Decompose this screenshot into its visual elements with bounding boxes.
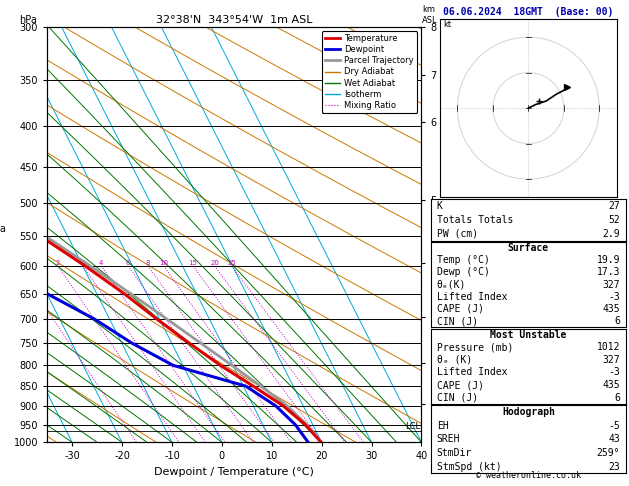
Text: Lifted Index: Lifted Index xyxy=(437,292,507,302)
Text: 43: 43 xyxy=(608,434,620,444)
Text: 2: 2 xyxy=(56,260,60,266)
Text: kt: kt xyxy=(443,19,452,29)
Text: Lifted Index: Lifted Index xyxy=(437,367,507,378)
Text: Surface: Surface xyxy=(508,243,549,253)
Text: CIN (J): CIN (J) xyxy=(437,316,478,326)
Text: StmSpd (kt): StmSpd (kt) xyxy=(437,462,501,471)
Title: 32°38'N  343°54'W  1m ASL: 32°38'N 343°54'W 1m ASL xyxy=(156,15,313,25)
Text: 435: 435 xyxy=(603,304,620,314)
Text: 27: 27 xyxy=(608,201,620,211)
Text: SREH: SREH xyxy=(437,434,460,444)
Text: θₑ(K): θₑ(K) xyxy=(437,279,466,290)
Text: 2.9: 2.9 xyxy=(603,229,620,239)
Text: Dewp (°C): Dewp (°C) xyxy=(437,267,489,278)
Text: Hodograph: Hodograph xyxy=(502,407,555,417)
Text: hPa: hPa xyxy=(19,15,37,25)
Text: CIN (J): CIN (J) xyxy=(437,393,478,402)
Text: -3: -3 xyxy=(608,367,620,378)
Text: θₑ (K): θₑ (K) xyxy=(437,355,472,365)
Text: Most Unstable: Most Unstable xyxy=(490,330,567,340)
Text: StmDir: StmDir xyxy=(437,448,472,458)
Text: Temp (°C): Temp (°C) xyxy=(437,255,489,265)
Text: 20: 20 xyxy=(210,260,219,266)
Text: 1012: 1012 xyxy=(596,342,620,352)
Y-axis label: hPa: hPa xyxy=(0,225,6,235)
Text: Pressure (mb): Pressure (mb) xyxy=(437,342,513,352)
Text: 6: 6 xyxy=(614,393,620,402)
Text: 15: 15 xyxy=(189,260,198,266)
Text: 327: 327 xyxy=(603,355,620,365)
Text: 25: 25 xyxy=(228,260,236,266)
Text: © weatheronline.co.uk: © weatheronline.co.uk xyxy=(476,471,581,480)
Text: 23: 23 xyxy=(608,462,620,471)
Text: 3: 3 xyxy=(81,260,86,266)
Text: 8: 8 xyxy=(146,260,150,266)
X-axis label: Dewpoint / Temperature (°C): Dewpoint / Temperature (°C) xyxy=(154,467,314,477)
Text: 06.06.2024  18GMT  (Base: 00): 06.06.2024 18GMT (Base: 00) xyxy=(443,7,613,17)
Text: EH: EH xyxy=(437,421,448,431)
Text: 52: 52 xyxy=(608,215,620,225)
Text: 327: 327 xyxy=(603,279,620,290)
Text: -5: -5 xyxy=(608,421,620,431)
Text: -3: -3 xyxy=(608,292,620,302)
Text: PW (cm): PW (cm) xyxy=(437,229,478,239)
Legend: Temperature, Dewpoint, Parcel Trajectory, Dry Adiabat, Wet Adiabat, Isotherm, Mi: Temperature, Dewpoint, Parcel Trajectory… xyxy=(322,31,417,113)
Text: 17.3: 17.3 xyxy=(596,267,620,278)
Text: LCL: LCL xyxy=(405,422,420,432)
Text: 19.9: 19.9 xyxy=(596,255,620,265)
Text: 10: 10 xyxy=(159,260,168,266)
Text: Totals Totals: Totals Totals xyxy=(437,215,513,225)
Text: km
ASL: km ASL xyxy=(422,5,438,25)
Text: CAPE (J): CAPE (J) xyxy=(437,304,484,314)
Text: 259°: 259° xyxy=(596,448,620,458)
Text: K: K xyxy=(437,201,443,211)
Text: 435: 435 xyxy=(603,380,620,390)
Text: 6: 6 xyxy=(126,260,130,266)
Text: CAPE (J): CAPE (J) xyxy=(437,380,484,390)
Text: 4: 4 xyxy=(99,260,104,266)
Text: 6: 6 xyxy=(614,316,620,326)
